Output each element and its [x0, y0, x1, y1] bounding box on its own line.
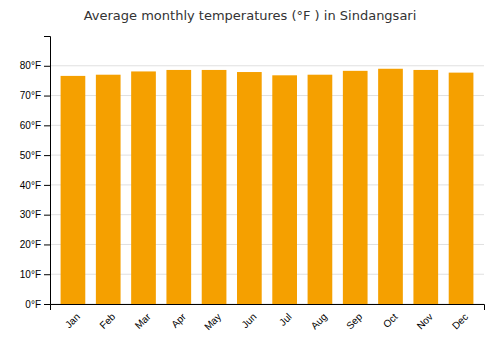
x-tick: Apr — [169, 311, 188, 330]
y-tick-mark — [44, 96, 50, 97]
x-tick: Jan — [63, 311, 82, 330]
x-tick-label: Nov — [415, 311, 435, 331]
grid-line — [50, 65, 484, 66]
bar — [413, 70, 438, 304]
y-tick-mark — [44, 155, 50, 156]
x-tick: Jun — [239, 311, 258, 330]
x-tick-label: Jan — [63, 311, 82, 330]
bar — [343, 71, 368, 304]
x-tick-label: Jul — [277, 311, 294, 328]
bar — [131, 71, 156, 304]
grid — [50, 66, 484, 304]
x-tick-label: May — [202, 311, 223, 332]
bar — [166, 70, 191, 304]
x-axis-line — [51, 305, 485, 311]
chart-svg: 0°F 10°F 20°F 30°F 40°F 50°F 60°F 70°F 80°F Jan Fe… — [0, 0, 500, 350]
x-tick: Sep — [344, 311, 365, 332]
y-tick: 40°F — [20, 180, 50, 191]
y-tick-label: 60°F — [20, 120, 41, 131]
x-tick: Oct — [381, 311, 400, 330]
title: Average monthly temperatures (°F ) in Si… — [84, 8, 417, 23]
chart-container: 0°F 10°F 20°F 30°F 40°F 50°F 60°F 70°F 80°F Jan Fe… — [0, 0, 500, 350]
y-tick-mark — [44, 66, 50, 67]
x-tick: May — [202, 311, 223, 332]
x-tick-label: Jun — [239, 311, 258, 330]
bars — [61, 69, 474, 304]
bar — [202, 70, 227, 304]
y-tick-mark — [44, 304, 50, 305]
y-tick: 10°F — [20, 269, 50, 280]
y-tick: 0°F — [25, 299, 50, 310]
y-tick: 30°F — [20, 209, 50, 220]
x-tick-label: Apr — [169, 311, 188, 330]
y-tick: 70°F — [20, 90, 50, 101]
y-tick-label: 70°F — [20, 90, 41, 101]
x-axis: Jan Feb Mar Apr May Jun Jul Aug Sep Oct Nov Dec — [51, 305, 485, 333]
y-tick-label: 0°F — [25, 299, 41, 310]
x-tick-label: Dec — [450, 311, 470, 331]
x-tick: Jul — [277, 311, 294, 328]
bar — [237, 72, 262, 304]
x-tick-label: Feb — [97, 311, 117, 331]
y-tick-label: 40°F — [20, 180, 41, 191]
y-tick-label: 20°F — [20, 239, 41, 250]
y-axis: 0°F 10°F 20°F 30°F 40°F 50°F 60°F 70°F 80°F — [20, 37, 51, 310]
x-tick-label: Oct — [381, 311, 400, 330]
y-tick-mark — [44, 274, 50, 275]
bar — [378, 69, 403, 304]
y-tick-mark — [44, 215, 50, 216]
x-tick-label: Mar — [133, 311, 153, 331]
y-tick-mark — [44, 244, 50, 245]
y-tick-mark — [44, 185, 50, 186]
x-tick: Feb — [97, 311, 117, 331]
y-tick-label: 10°F — [20, 269, 41, 280]
y-tick: 60°F — [20, 120, 50, 131]
plot: 0°F 10°F 20°F 30°F 40°F 50°F 60°F 70°F 80°F Jan Fe… — [20, 37, 485, 333]
y-tick-label: 50°F — [20, 150, 41, 161]
bar — [61, 76, 86, 304]
y-tick: 50°F — [20, 150, 50, 161]
bar — [96, 75, 121, 304]
y-tick-label: 80°F — [20, 60, 41, 71]
x-tick: Mar — [133, 311, 153, 331]
y-axis-line — [44, 37, 51, 305]
x-tick: Dec — [450, 311, 470, 331]
y-tick: 20°F — [20, 239, 50, 250]
bar — [272, 75, 297, 304]
x-tick: Aug — [309, 311, 329, 331]
bar — [308, 75, 333, 304]
x-tick-label: Aug — [309, 311, 329, 331]
y-tick-mark — [44, 125, 50, 126]
bar — [449, 73, 474, 304]
x-tick: Nov — [415, 311, 435, 331]
x-tick-label: Sep — [344, 311, 365, 332]
y-tick-label: 30°F — [20, 209, 41, 220]
y-tick: 80°F — [20, 60, 50, 71]
